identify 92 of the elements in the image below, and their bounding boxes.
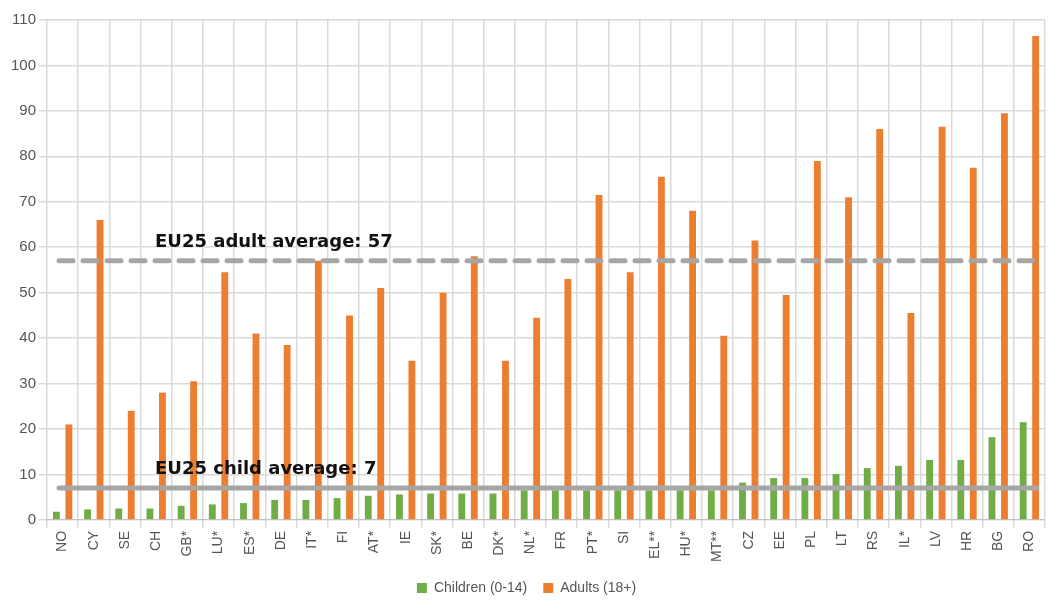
bar [782,294,790,520]
y-tick-label: 60 [19,237,37,255]
x-tick-label: DK* [490,530,507,556]
ref-line-label: EU25 adult average: 57 [155,229,393,251]
x-tick-label: HU* [677,530,694,557]
x-tick-label: IE [396,530,413,545]
bar [65,424,73,520]
bar [364,495,372,520]
bar [502,360,509,520]
bar [926,459,934,520]
y-tick-label: 30 [19,373,37,391]
bar [707,490,715,520]
bar [240,503,247,520]
bar [720,335,728,520]
x-tick-label: HR [957,530,974,552]
bar [84,509,91,520]
bar [689,210,697,520]
bar [439,292,447,520]
bar [115,508,123,520]
y-tick-label: 80 [19,146,37,164]
bar [1032,35,1040,520]
x-tick-label: ES* [240,530,257,556]
x-tick-label: CY [84,530,101,551]
x-tick-label: AT* [365,530,382,554]
x-tick-label: IT* [302,530,319,549]
bar [1001,113,1008,520]
legend-label: Adults (18+) [560,578,637,595]
bar [676,490,684,520]
x-tick-label: RS [864,530,881,551]
bar [458,493,466,520]
x-tick-label: CZ [739,530,756,550]
y-tick-label: 20 [19,419,37,437]
bar [813,160,821,520]
x-tick-label: NO [53,530,70,552]
y-tick-label: 100 [11,55,37,73]
x-tick-label: EL** [646,530,663,559]
y-tick-label: 90 [19,101,37,119]
x-tick-label: LU* [209,530,226,555]
y-tick-label: 110 [12,10,37,28]
y-tick-label: 0 [27,510,37,528]
bar [520,490,528,520]
bar [907,313,915,520]
bar [645,490,653,520]
bar [470,256,478,520]
y-tick-label: 40 [19,328,37,346]
bar [1019,422,1027,520]
x-tick-label: LV [926,530,943,547]
bar [533,317,541,520]
bar [845,197,852,520]
x-tick-label: EE [770,530,787,550]
bar [551,490,559,520]
x-tick-label: MT** [708,530,725,563]
x-tick-label: FI [334,530,351,544]
x-tick-label: SE [115,530,132,550]
y-tick-label: 50 [19,282,37,300]
bar [377,288,385,520]
x-tick-label: PL [801,530,818,549]
bar [177,505,185,520]
bar [52,511,60,520]
bar [614,490,622,520]
x-tick-label: CH [147,530,164,552]
y-tick-label: 70 [19,191,37,209]
x-tick-label: NL* [521,530,538,555]
bar [957,459,965,520]
x-tick-label: GB* [178,530,195,557]
bar [894,465,902,520]
bar [302,499,310,520]
bar [127,410,135,520]
legend-label: Children (0-14) [433,578,528,595]
x-tick-label: BE [458,530,475,550]
bar [969,167,977,520]
x-tick-label: DE [271,530,288,551]
x-tick-label: SK* [427,530,444,556]
y-tick-label: 10 [19,464,37,482]
x-tick-label: FR [552,530,569,550]
bar [427,493,435,520]
bar [657,176,665,520]
bar [583,490,590,520]
bar [271,499,279,520]
x-tick-label: LT [833,530,850,547]
x-tick-label: IL* [895,530,912,549]
x-tick-label: RO [1020,530,1037,552]
bar [938,126,946,520]
bar [876,129,884,520]
bar [396,494,403,520]
bar [564,279,572,520]
x-tick-label: PT* [583,530,600,555]
bar [626,272,634,520]
bar [208,504,216,520]
x-tick-label: SI [614,530,631,545]
x-tick-label: BG [989,530,1006,552]
bar [408,360,416,520]
